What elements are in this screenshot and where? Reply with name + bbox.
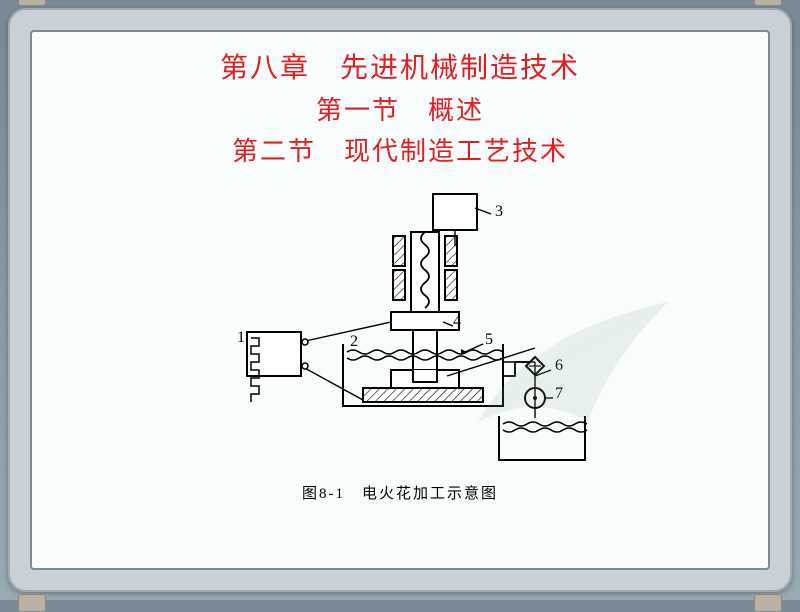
corner-button-bl (18, 594, 46, 612)
svg-text:5: 5 (485, 331, 493, 348)
section2-title: 第二节 现代制造工艺技术 (32, 131, 768, 168)
chapter-title: 第八章 先进机械制造技术 (32, 46, 768, 86)
monitor-frame: 第八章 先进机械制造技术 第一节 概述 第二节 现代制造工艺技术 1 2 3 4 5 6 7… (8, 8, 792, 592)
figure-caption: 图8-1 电火花加工示意图 (32, 482, 768, 503)
diagram-container: 1 2 3 4 5 6 7 (32, 174, 768, 474)
corner-button-tl (18, 0, 46, 6)
section1-title: 第一节 概述 (32, 90, 768, 127)
svg-text:3: 3 (495, 203, 503, 220)
svg-text:1: 1 (237, 329, 245, 346)
edm-schematic: 1 2 3 4 5 6 7 (195, 174, 605, 474)
slide-screen: 第八章 先进机械制造技术 第一节 概述 第二节 现代制造工艺技术 1 2 3 4 5 6 7… (30, 30, 770, 570)
svg-text:6: 6 (555, 357, 563, 374)
corner-button-br (754, 594, 782, 612)
title-block: 第八章 先进机械制造技术 第一节 概述 第二节 现代制造工艺技术 (32, 32, 768, 168)
svg-text:7: 7 (555, 385, 563, 402)
svg-text:4: 4 (453, 313, 461, 330)
corner-button-tr (754, 0, 782, 6)
svg-text:2: 2 (350, 333, 358, 350)
